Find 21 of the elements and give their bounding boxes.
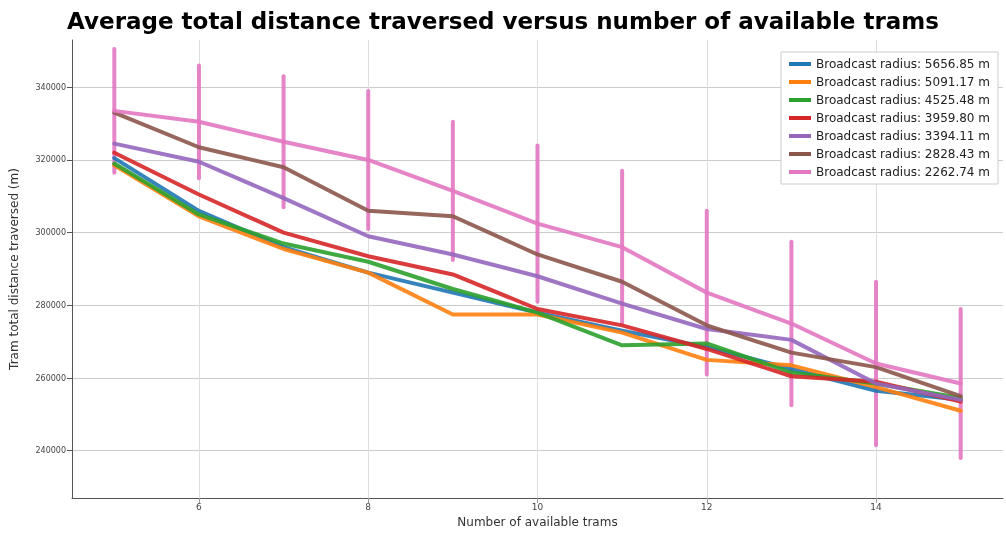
y-tick-label: 260000 — [35, 373, 66, 383]
y-tick-label: 320000 — [35, 155, 66, 165]
chart-title: Average total distance traversed versus number of available trams — [67, 7, 939, 34]
legend-label: Broadcast radius: 3394.11 m — [815, 129, 991, 143]
y-tick-label: 300000 — [35, 228, 66, 238]
x-tick-label: 12 — [701, 501, 713, 512]
x-tick-label: 8 — [365, 501, 372, 512]
legend-label: Broadcast radius: 4525.48 m — [815, 93, 991, 107]
x-tick-label: 14 — [870, 501, 883, 512]
y-tick-label: 280000 — [35, 300, 66, 310]
legend-label: Broadcast radius: 3959.80 m — [815, 111, 991, 125]
legend-label: Broadcast radius: 5091.17 m — [815, 75, 991, 89]
legend-label: Broadcast radius: 2262.74 m — [815, 165, 991, 179]
y-tick-label: 240000 — [35, 446, 66, 456]
x-tick-label: 10 — [531, 501, 544, 512]
x-tick-label: 6 — [196, 501, 203, 512]
legend-label: Broadcast radius: 2828.43 m — [815, 147, 991, 161]
legend-label: Broadcast radius: 5656.85 m — [815, 57, 991, 71]
x-axis-title: Number of available trams — [457, 515, 618, 529]
y-tick-label: 340000 — [35, 82, 66, 92]
y-axis-title: Tram total distance traversed (m) — [7, 168, 21, 371]
